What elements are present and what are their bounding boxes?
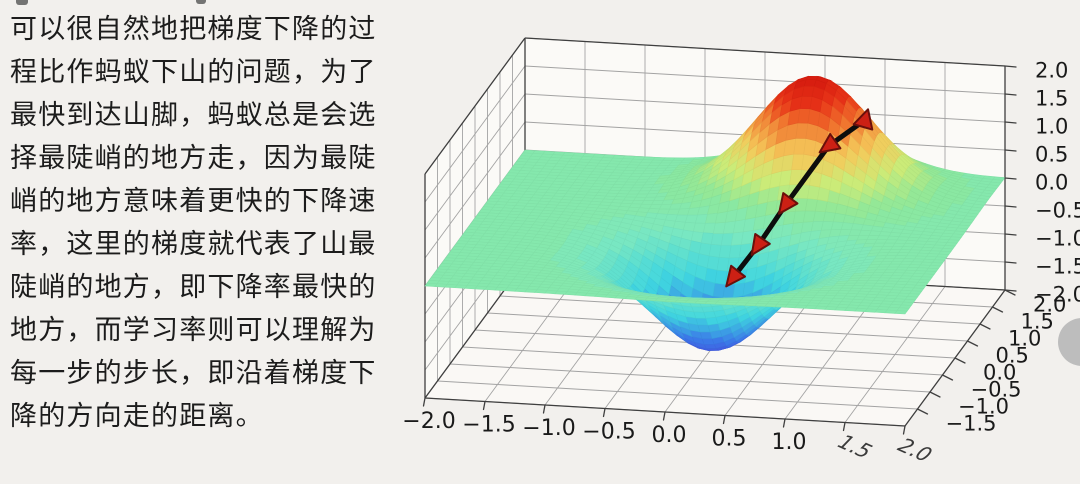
crop-artifact [196, 0, 206, 4]
surface-plot-canvas [390, 0, 1080, 484]
paragraph-line: 程比作蚂蚁下山的问题，为了 [10, 57, 377, 87]
paragraph-line: 每一步的步长，即沿着梯度下 [10, 358, 377, 388]
surface-plot [390, 0, 1080, 484]
paragraph-line: 地方，而学习率则可以理解为 [10, 315, 377, 345]
paragraph-line: 最快到达山脚，蚂蚁总是会选 [10, 100, 377, 130]
paragraph-line: 率，这里的梯度就代表了山最 [10, 229, 377, 259]
paragraph-line: 峭的地方意味着更快的下降速 [10, 186, 377, 216]
paragraph-line: 择最陡峭的地方走，因为最陡 [10, 143, 377, 173]
paragraph-line: 降的方向走的距离。 [10, 401, 264, 431]
gradient-descent-paragraph: 可以很自然地把梯度下降的过 程比作蚂蚁下山的问题，为了 最快到达山脚，蚂蚁总是会… [10, 8, 400, 478]
floating-widget-circle[interactable] [1058, 318, 1080, 366]
paragraph-line: 可以很自然地把梯度下降的过 [10, 14, 377, 44]
crop-artifact [16, 0, 28, 5]
paragraph-line: 陡峭的地方，即下降率最快的 [10, 272, 377, 302]
